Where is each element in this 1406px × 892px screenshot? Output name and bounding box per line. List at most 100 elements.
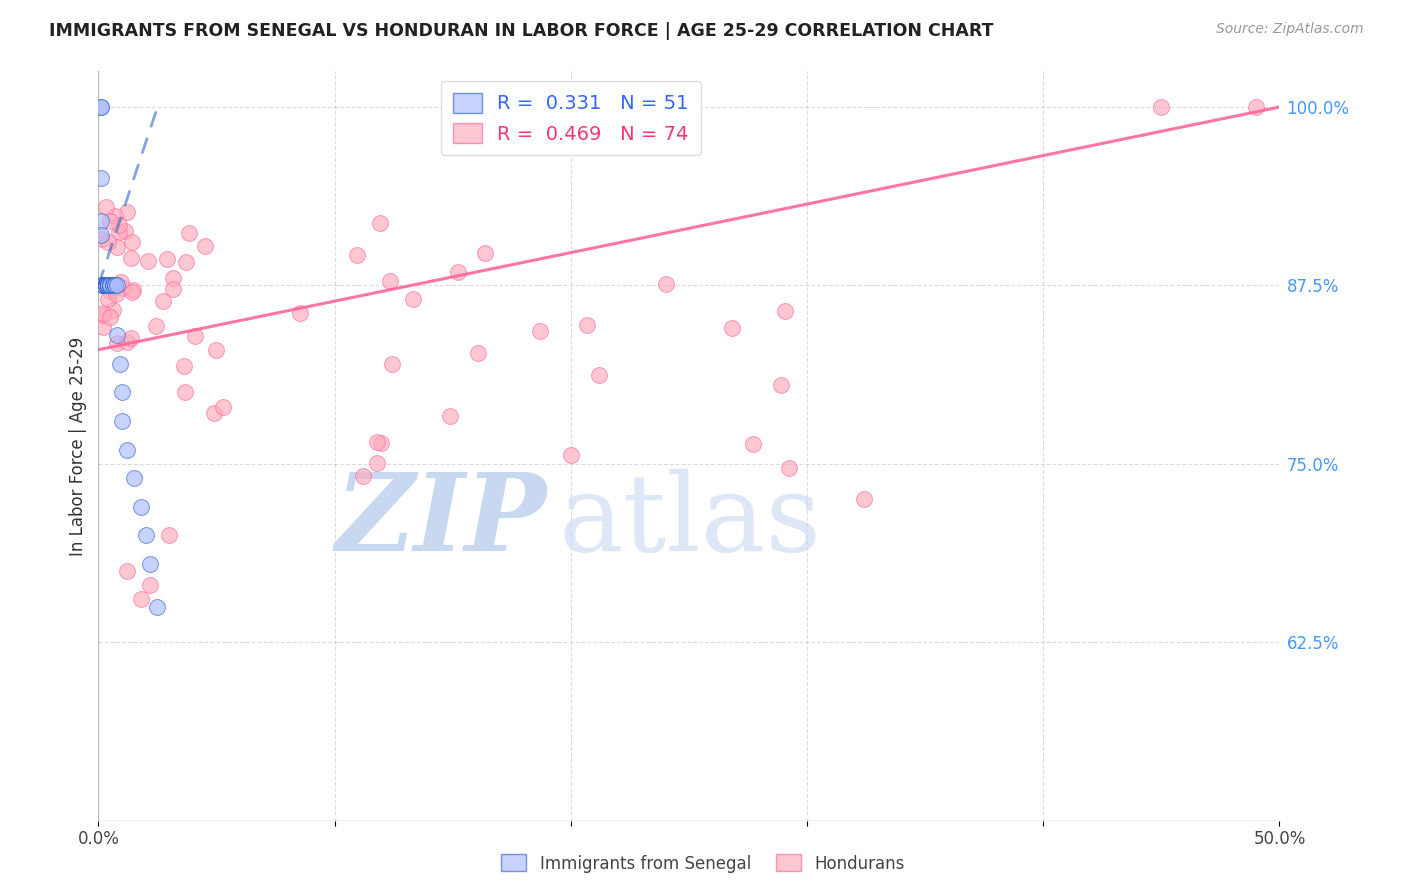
Hondurans: [157, 528, 180, 542]
Immigrants from Senegal: [94, 278, 117, 293]
Hondurans: [98, 310, 121, 324]
Immigrants from Senegal: [101, 278, 124, 293]
Hondurans: [174, 255, 197, 269]
Immigrants from Senegal: [146, 599, 169, 614]
Immigrants from Senegal: [91, 278, 114, 293]
Hondurans: [368, 216, 391, 230]
Immigrants from Senegal: [104, 278, 127, 293]
Legend: R =  0.331   N = 51, R =  0.469   N = 74: R = 0.331 N = 51, R = 0.469 N = 74: [441, 81, 700, 155]
Hondurans: [370, 436, 392, 450]
Hondurans: [105, 240, 128, 254]
Immigrants from Senegal: [90, 100, 112, 114]
Hondurans: [156, 252, 179, 266]
Immigrants from Senegal: [129, 500, 152, 514]
Hondurans: [474, 246, 496, 260]
Immigrants from Senegal: [97, 278, 120, 293]
Hondurans: [110, 275, 132, 289]
Immigrants from Senegal: [122, 471, 145, 485]
Hondurans: [529, 324, 551, 338]
Immigrants from Senegal: [111, 414, 134, 428]
Hondurans: [194, 239, 217, 253]
Immigrants from Senegal: [104, 278, 127, 293]
Text: ZIP: ZIP: [336, 468, 547, 574]
Hondurans: [439, 409, 461, 423]
Hondurans: [366, 456, 388, 470]
Immigrants from Senegal: [108, 357, 131, 371]
Immigrants from Senegal: [91, 278, 114, 293]
Hondurans: [112, 280, 135, 294]
Immigrants from Senegal: [97, 278, 120, 293]
Hondurans: [402, 293, 425, 307]
Immigrants from Senegal: [97, 278, 120, 293]
Hondurans: [129, 592, 152, 607]
Immigrants from Senegal: [94, 278, 117, 293]
Immigrants from Senegal: [97, 278, 120, 293]
Hondurans: [107, 225, 129, 239]
Hondurans: [366, 435, 388, 450]
Immigrants from Senegal: [90, 228, 112, 243]
Hondurans: [115, 205, 138, 219]
Hondurans: [90, 232, 112, 246]
Immigrants from Senegal: [101, 278, 124, 293]
Hondurans: [98, 285, 121, 299]
Immigrants from Senegal: [90, 214, 112, 228]
Immigrants from Senegal: [101, 278, 124, 293]
Hondurans: [173, 384, 195, 399]
Immigrants from Senegal: [90, 100, 112, 114]
Immigrants from Senegal: [94, 278, 117, 293]
Hondurans: [108, 218, 131, 232]
Hondurans: [122, 283, 145, 297]
Immigrants from Senegal: [105, 278, 128, 293]
Hondurans: [778, 461, 800, 475]
Immigrants from Senegal: [91, 278, 114, 293]
Hondurans: [91, 306, 114, 320]
Hondurans: [183, 328, 205, 343]
Immigrants from Senegal: [115, 442, 138, 457]
Hondurans: [103, 303, 125, 318]
Hondurans: [121, 235, 143, 250]
Hondurans: [120, 251, 142, 265]
Immigrants from Senegal: [98, 278, 121, 293]
Hondurans: [104, 286, 127, 301]
Hondurans: [654, 277, 676, 291]
Hondurans: [179, 227, 201, 241]
Hondurans: [381, 357, 404, 371]
Legend: Immigrants from Senegal, Hondurans: Immigrants from Senegal, Hondurans: [495, 847, 911, 880]
Immigrants from Senegal: [94, 278, 117, 293]
Immigrants from Senegal: [97, 278, 120, 293]
Hondurans: [91, 320, 114, 334]
Hondurans: [115, 564, 138, 578]
Hondurans: [120, 331, 142, 345]
Hondurans: [467, 345, 489, 359]
Hondurans: [446, 265, 468, 279]
Hondurans: [91, 309, 114, 323]
Hondurans: [162, 270, 184, 285]
Y-axis label: In Labor Force | Age 25-29: In Labor Force | Age 25-29: [69, 336, 87, 556]
Immigrants from Senegal: [91, 278, 114, 293]
Hondurans: [173, 359, 195, 373]
Hondurans: [121, 285, 143, 299]
Hondurans: [352, 469, 374, 483]
Immigrants from Senegal: [91, 278, 114, 293]
Hondurans: [741, 437, 763, 451]
Immigrants from Senegal: [91, 278, 114, 293]
Hondurans: [346, 248, 368, 262]
Immigrants from Senegal: [111, 385, 134, 400]
Immigrants from Senegal: [98, 278, 121, 293]
Immigrants from Senegal: [139, 557, 162, 571]
Hondurans: [212, 400, 235, 414]
Hondurans: [576, 318, 599, 332]
Hondurans: [769, 378, 792, 392]
Hondurans: [1150, 100, 1173, 114]
Hondurans: [204, 343, 226, 357]
Hondurans: [560, 449, 582, 463]
Immigrants from Senegal: [91, 278, 114, 293]
Hondurans: [98, 214, 121, 228]
Immigrants from Senegal: [94, 278, 117, 293]
Text: atlas: atlas: [560, 468, 823, 574]
Immigrants from Senegal: [98, 278, 121, 293]
Hondurans: [136, 254, 159, 268]
Hondurans: [588, 368, 610, 383]
Immigrants from Senegal: [94, 278, 117, 293]
Hondurans: [152, 294, 174, 309]
